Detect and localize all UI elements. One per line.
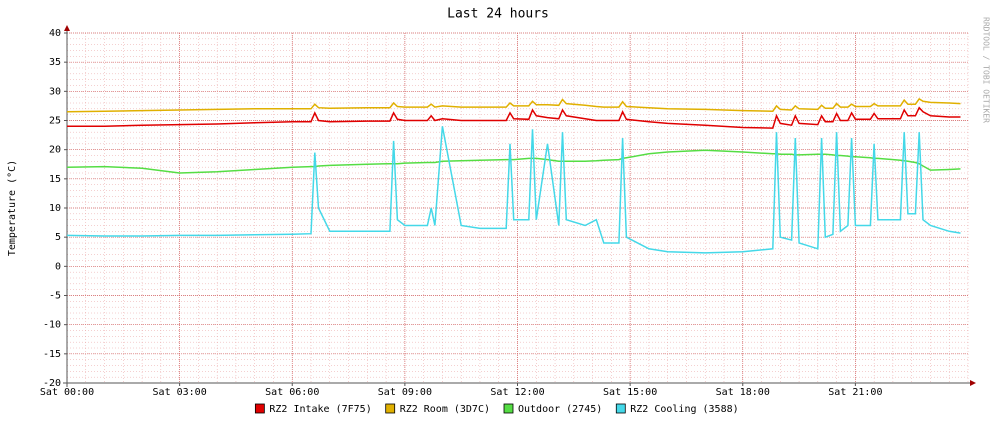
y-tick-label: 20 xyxy=(49,145,61,156)
y-tick-label: 25 xyxy=(49,116,61,127)
x-tick-label: Sat 00:00 xyxy=(40,387,94,398)
series-line xyxy=(67,106,961,129)
legend-swatch xyxy=(254,403,265,414)
y-tick-label: 10 xyxy=(49,203,61,214)
watermark: RRDTOOL / TOBI OETIKER xyxy=(982,17,991,123)
y-tick-label: 15 xyxy=(49,174,61,185)
y-tick-label: 5 xyxy=(55,232,61,243)
y-tick-label: -10 xyxy=(43,320,61,331)
legend-swatch xyxy=(503,403,514,414)
x-tick-label: Sat 21:00 xyxy=(828,387,882,398)
legend-label: RZ2 Intake (7F75) xyxy=(269,404,371,415)
legend-label: Outdoor (2745) xyxy=(518,404,602,415)
x-tick-label: Sat 12:00 xyxy=(490,387,544,398)
legend-label: RZ2 Cooling (3588) xyxy=(630,404,738,415)
y-axis-arrow xyxy=(64,25,70,31)
y-tick-label: 40 xyxy=(49,28,61,39)
x-tick-label: Sat 03:00 xyxy=(153,387,207,398)
y-tick-label: -20 xyxy=(43,378,61,389)
legend-swatch xyxy=(615,403,626,414)
y-tick-label: -5 xyxy=(49,291,61,302)
y-axis-label: Temperature (°C) xyxy=(7,160,18,256)
x-tick-label: Sat 15:00 xyxy=(603,387,657,398)
y-tick-label: 30 xyxy=(49,86,61,97)
y-tick-label: -15 xyxy=(43,349,61,360)
x-tick-label: Sat 09:00 xyxy=(378,387,432,398)
legend-label: RZ2 Room (3D7C) xyxy=(400,404,490,415)
x-axis-arrow xyxy=(970,380,976,386)
legend-swatch xyxy=(385,403,396,414)
y-tick-label: 35 xyxy=(49,57,61,68)
x-tick-label: Sat 06:00 xyxy=(265,387,319,398)
chart-title: Last 24 hours xyxy=(447,7,549,22)
series-line xyxy=(66,97,961,113)
y-tick-label: 0 xyxy=(55,261,61,272)
series-line xyxy=(66,126,961,254)
x-tick-label: Sat 18:00 xyxy=(716,387,770,398)
series-line xyxy=(66,149,961,174)
